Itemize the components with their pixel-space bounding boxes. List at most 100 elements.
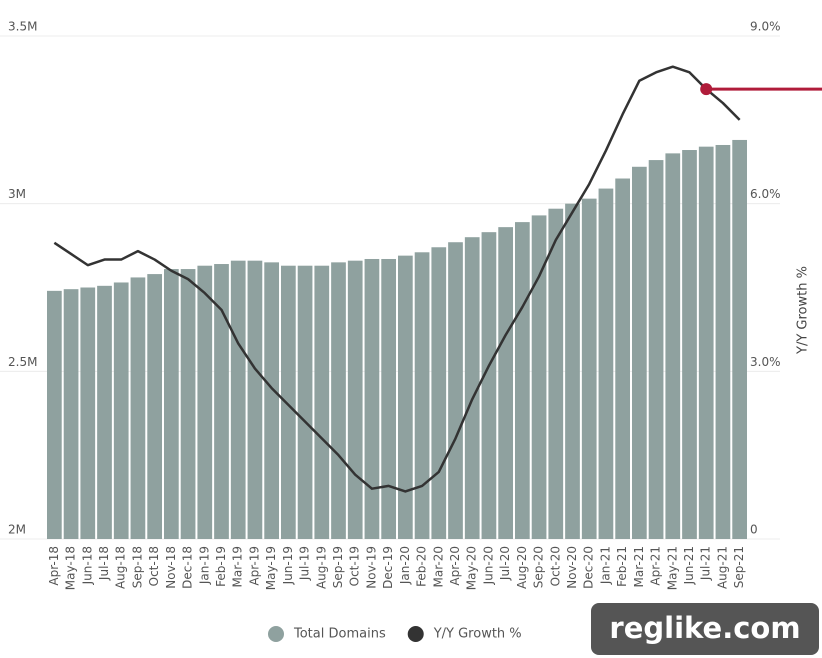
- bar: [548, 208, 564, 540]
- bar: [632, 166, 647, 539]
- legend-swatch: [407, 626, 424, 642]
- bar: [197, 265, 213, 539]
- x-tick-label: Feb-20: [415, 546, 429, 587]
- x-tick-label: Sep-21: [732, 546, 746, 588]
- bar: [698, 146, 714, 539]
- bar: [665, 153, 681, 539]
- x-tick-label: Jul-20: [498, 546, 512, 581]
- bar: [431, 247, 447, 539]
- bar: [247, 260, 263, 539]
- bar: [47, 290, 62, 539]
- x-tick-label: Jun-20: [481, 546, 495, 585]
- bar: [63, 289, 79, 539]
- bar: [448, 242, 463, 540]
- bar: [648, 160, 664, 539]
- bar: [481, 232, 497, 540]
- watermark: reglike.com: [591, 603, 819, 655]
- y-tick-label: 2M: [8, 523, 26, 537]
- x-tick-label: Sep-18: [130, 546, 144, 588]
- x-tick-label: Jan-20: [398, 546, 412, 585]
- bar: [164, 269, 179, 539]
- bar: [297, 265, 313, 539]
- x-tick-label: Mar-21: [632, 546, 646, 587]
- x-tick-label: Nov-20: [565, 546, 579, 589]
- watermark-bg: [591, 603, 819, 655]
- bar: [113, 282, 129, 539]
- bar: [314, 265, 330, 539]
- x-tick-label: Apr-20: [448, 546, 462, 586]
- x-tick-label: Apr-21: [649, 546, 663, 586]
- bar: [498, 227, 513, 539]
- legend-label: Total Domains: [293, 627, 386, 642]
- x-tick-label: Mar-19: [231, 546, 245, 587]
- x-tick-label: Jul-18: [97, 546, 111, 581]
- y2-tick-label: 6.0%: [750, 187, 781, 201]
- x-tick-label: Aug-19: [314, 546, 328, 589]
- bar: [464, 237, 480, 539]
- highlight-point: [700, 83, 713, 96]
- x-tick-label: Nov-18: [164, 546, 178, 589]
- bar: [715, 144, 731, 539]
- bar: [598, 188, 614, 539]
- x-tick-label: Oct-18: [147, 546, 161, 586]
- bar: [398, 255, 413, 540]
- bar: [97, 285, 112, 539]
- bar: [732, 139, 747, 539]
- bar: [230, 260, 246, 539]
- y2-tick-label: 9.0%: [750, 20, 781, 34]
- y-tick-label: 3M: [8, 187, 26, 201]
- x-tick-label: Jun-21: [682, 546, 696, 585]
- bar: [381, 258, 396, 539]
- y2-axis-title: Y/Y Growth %: [796, 266, 811, 355]
- x-tick-label: Feb-19: [214, 546, 228, 587]
- x-tick-label: Dec-18: [181, 546, 195, 589]
- x-tick-label: Apr-19: [247, 546, 261, 586]
- bar: [214, 264, 229, 539]
- y2-tick-label: 3.0%: [750, 355, 781, 369]
- x-tick-label: May-19: [264, 546, 278, 590]
- x-tick-label: Dec-20: [582, 546, 596, 589]
- x-tick-label: Dec-19: [381, 546, 395, 589]
- x-tick-label: Sep-20: [532, 546, 546, 588]
- x-tick-label: May-20: [465, 546, 479, 590]
- bar: [565, 203, 580, 539]
- x-tick-label: Jan-21: [598, 546, 612, 585]
- legend-swatch: [268, 626, 284, 642]
- x-tick-label: Jun-19: [281, 546, 295, 585]
- bar: [130, 277, 146, 539]
- x-tick-label: Jul-19: [298, 546, 312, 581]
- bar: [347, 260, 363, 539]
- bar: [180, 269, 196, 539]
- growth-line: [53, 65, 741, 493]
- legend-label: Y/Y Growth %: [433, 627, 522, 642]
- y-tick-label: 2.5M: [8, 355, 37, 369]
- bar: [531, 215, 547, 540]
- x-tick-label: Mar-20: [431, 546, 445, 587]
- bar: [147, 274, 162, 539]
- x-tick-label: Sep-19: [331, 546, 345, 588]
- watermark-text: reglike.com: [609, 611, 800, 645]
- bar: [281, 265, 296, 539]
- bar: [615, 178, 630, 539]
- x-tick-label: Oct-19: [348, 546, 362, 586]
- x-tick-label: May-18: [64, 546, 78, 590]
- y-tick-label: 3.5M: [8, 20, 37, 34]
- x-tick-label: Aug-21: [715, 546, 729, 589]
- bar: [581, 198, 597, 540]
- x-tick-label: Jul-21: [699, 546, 713, 581]
- x-tick-label: Oct-20: [548, 546, 562, 586]
- bar: [515, 222, 530, 540]
- bar: [364, 258, 380, 539]
- x-tick-label: Apr-18: [47, 546, 61, 586]
- bar: [331, 262, 346, 539]
- x-tick-label: Jun-18: [80, 546, 94, 585]
- x-tick-label: Aug-18: [114, 546, 128, 589]
- x-tick-label: Feb-21: [615, 546, 629, 587]
- bar: [682, 150, 697, 539]
- y2-tick-label: 0: [750, 523, 758, 537]
- x-tick-label: Jan-19: [197, 546, 211, 585]
- x-tick-label: Aug-20: [515, 546, 529, 589]
- bar: [414, 252, 430, 540]
- bar: [264, 262, 279, 539]
